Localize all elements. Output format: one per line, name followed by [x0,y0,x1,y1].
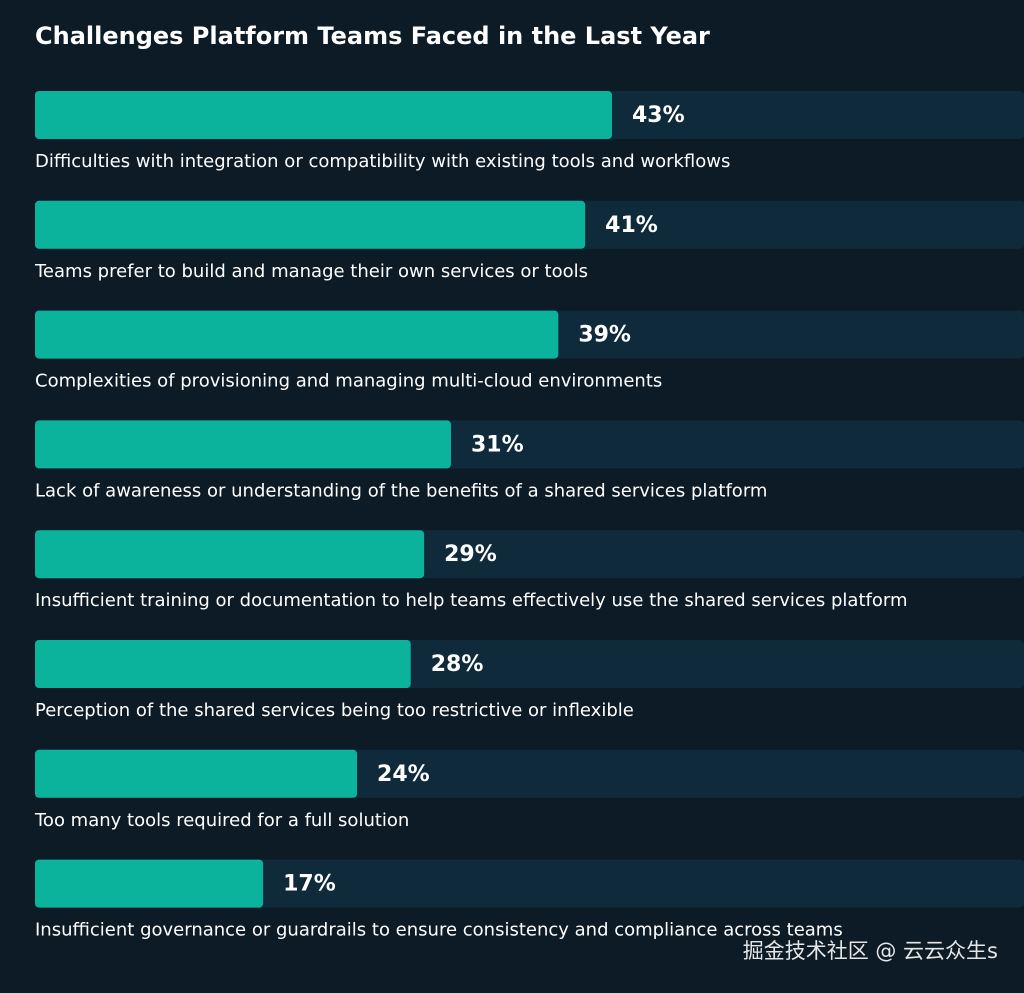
bar [35,310,559,359]
bar [35,859,264,908]
category-label: Lack of awareness or understanding of th… [35,480,767,501]
bar [35,420,451,469]
value-label: 41% [605,213,658,238]
chart-title: Challenges Platform Teams Faced in the L… [35,22,710,50]
category-label: Teams prefer to build and manage their o… [34,261,588,282]
category-label: Perception of the shared services being … [35,700,634,721]
watermark: 掘金技术社区 @ 云云众生s [743,939,998,963]
value-label: 43% [632,103,685,128]
category-label: Too many tools required for a full solut… [34,810,409,831]
value-label: 29% [444,542,497,567]
bar-track [35,859,1024,908]
value-label: 24% [377,762,430,787]
value-label: 31% [471,432,524,457]
value-label: 17% [283,872,336,897]
category-label: Insufficient training or documentation t… [35,590,907,611]
value-label: 39% [578,323,631,348]
category-label: Complexities of provisioning and managin… [35,371,662,392]
bar [35,91,612,139]
value-label: 28% [431,652,484,677]
bar [35,530,425,579]
category-label: Difficulties with integration or compati… [35,151,730,172]
bar [35,749,358,798]
category-label: Insufficient governance or guardrails to… [35,920,843,941]
bar [35,640,411,688]
bar [35,200,586,249]
